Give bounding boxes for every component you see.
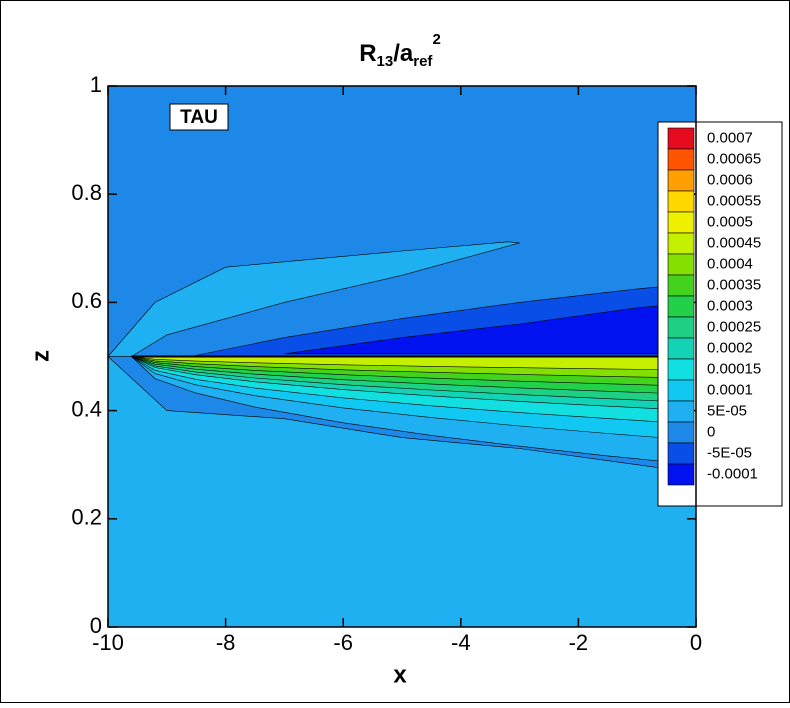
y-tick-label: 0.6: [71, 288, 102, 313]
legend-swatch: [667, 253, 695, 276]
legend-swatch: [667, 169, 695, 192]
legend-label: 0.00015: [707, 360, 761, 377]
legend-label: 0.00035: [707, 276, 761, 293]
y-tick-label: 0.2: [71, 505, 102, 530]
title-sub: ref: [413, 53, 433, 70]
x-tick-label: -6: [333, 630, 353, 655]
legend-swatch: [667, 211, 695, 234]
legend-label: 5E-05: [707, 402, 747, 419]
legend-swatch: [667, 190, 695, 213]
legend-swatch: [667, 379, 695, 402]
legend-label: 0.0006: [707, 171, 753, 188]
legend-label: -0.0001: [707, 465, 758, 482]
title-sup: 2: [432, 31, 440, 48]
x-tick-label: 0: [690, 630, 702, 655]
legend-swatch: [667, 316, 695, 339]
legend-label: 0.00045: [707, 234, 761, 251]
legend-label: 0.0004: [707, 255, 753, 272]
legend-swatch: [667, 400, 695, 423]
legend-swatch: [667, 232, 695, 255]
legend-swatch: [667, 127, 695, 150]
legend-swatch: [667, 421, 695, 444]
legend-label: 0.00025: [707, 318, 761, 335]
x-tick-label: -4: [451, 630, 471, 655]
chart-title: R13/aref 2: [359, 31, 441, 70]
legend-label: 0.0001: [707, 381, 753, 398]
legend-swatch: [667, 148, 695, 171]
legend-swatch: [667, 463, 695, 486]
title-mid: /a: [393, 40, 414, 67]
contour-region: [107, 241, 520, 357]
y-tick-label: 0: [90, 613, 102, 638]
y-tick-label: 0.4: [71, 396, 102, 421]
legend-label: 0.00065: [707, 150, 761, 167]
plot-border: [107, 85, 697, 628]
legend-label: 0.0002: [707, 339, 753, 356]
legend-label: 0.0003: [707, 297, 753, 314]
y-tick-label: 0.8: [71, 180, 102, 205]
legend-swatch: [667, 295, 695, 318]
x-tick-label: -8: [216, 630, 236, 655]
x-tick-label: -10: [92, 630, 124, 655]
legend-label: -5E-05: [707, 444, 752, 461]
y-tick-label: 1: [90, 72, 102, 97]
legend-swatch: [667, 337, 695, 360]
y-axis-label: z: [27, 350, 54, 362]
legend-label: 0.0007: [707, 129, 753, 146]
x-tick-label: -2: [569, 630, 589, 655]
legend-label: 0.00055: [707, 192, 761, 209]
plot-area: [107, 85, 697, 628]
legend-swatch: [667, 442, 695, 465]
annotation-box: [169, 103, 229, 131]
x-axis-label: x: [393, 661, 407, 688]
title-base: R: [359, 40, 376, 67]
legend-swatch: [667, 274, 695, 297]
legend-swatch: [667, 358, 695, 381]
annotation: TAU: [180, 107, 218, 128]
title-sub: 13: [377, 53, 394, 70]
legend-label: 0: [707, 423, 715, 440]
legend-label: 0.0005: [707, 213, 753, 230]
